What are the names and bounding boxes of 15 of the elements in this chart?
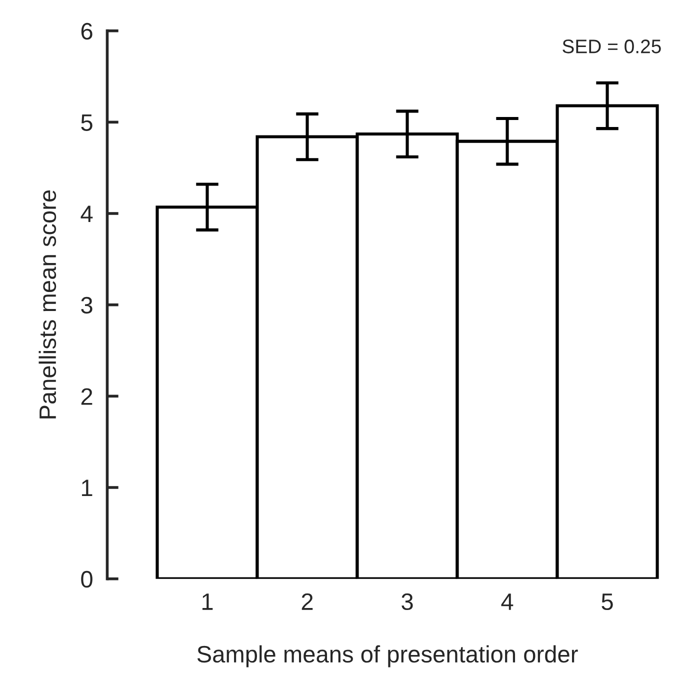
y-tick-label: 0 [81, 570, 92, 588]
y-tick-label: 2 [81, 388, 92, 405]
y-tick-label: 3 [81, 296, 92, 314]
y-tick-label: 5 [81, 114, 92, 131]
x-tick-label: 5 [602, 594, 613, 610]
y-tick-label: 4 [80, 206, 93, 222]
x-axis-title: Sample means of presentation order [197, 645, 578, 668]
x-tick-label: 1 [202, 594, 213, 610]
x-tick-label: 2 [302, 593, 313, 610]
y-axis-title: Panellists mean score [38, 190, 56, 418]
y-tick-label: 1 [82, 480, 92, 496]
x-tick-label: 4 [501, 594, 514, 610]
annotation: SED = 0.25 [562, 40, 661, 54]
y-tick-label: 6 [81, 22, 92, 40]
x-tick-label: 3 [402, 593, 413, 610]
